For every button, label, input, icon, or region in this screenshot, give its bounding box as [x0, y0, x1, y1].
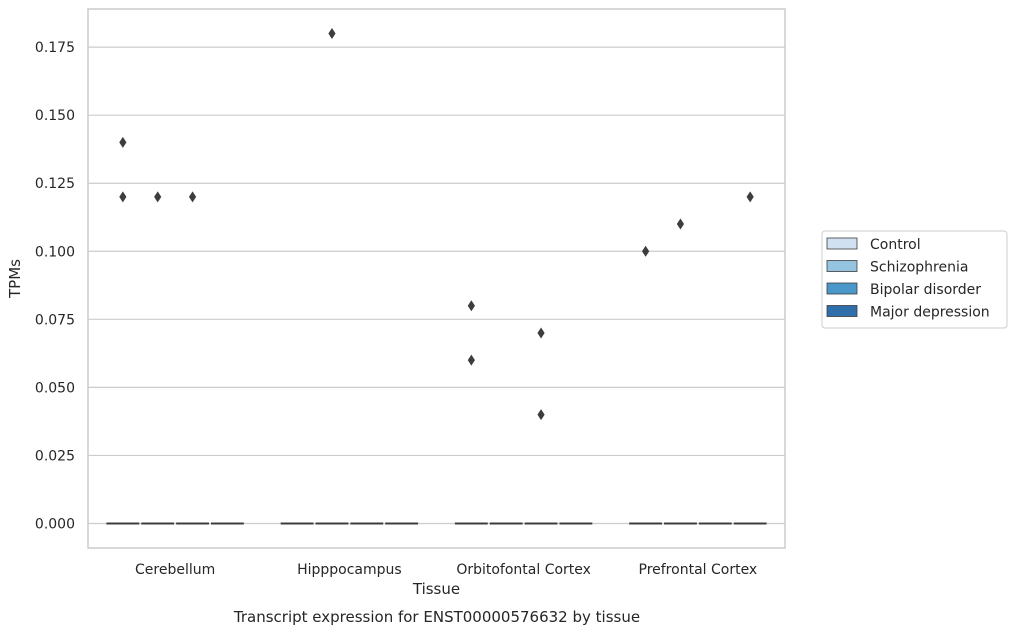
- plot-frame: [87, 8, 786, 549]
- y-tick-label: 0.050: [35, 380, 75, 396]
- x-tick-label: Prefrontal Cortex: [639, 562, 758, 578]
- y-tick-label: 0.100: [35, 244, 75, 260]
- legend-label: Major depression: [870, 305, 990, 321]
- legend-label: Bipolar disorder: [870, 282, 981, 298]
- outlier-point: [676, 218, 685, 230]
- outlier-point: [537, 327, 545, 339]
- outlier-point: [119, 136, 127, 148]
- x-tick-label: Cerebellum: [135, 562, 215, 578]
- y-axis-label: TPMs: [6, 259, 24, 299]
- gridlines: [88, 46, 785, 525]
- outlier-point: [467, 300, 475, 312]
- legend-box: [821, 230, 1008, 329]
- legend-swatch: [826, 282, 858, 295]
- legend-swatch: [826, 305, 858, 317]
- outlier-point: [642, 245, 650, 257]
- outlier-points: [119, 28, 754, 421]
- y-tick-label: 0.125: [35, 176, 75, 192]
- x-tick-label: Hipppocampus: [297, 562, 402, 578]
- chart-caption: Transcript expression for ENST0000057663…: [233, 608, 640, 626]
- legend: Control Schizophrenia Bipolar disorder Majo…: [821, 230, 1008, 329]
- outlier-point: [537, 409, 545, 421]
- y-tick-label: 0.075: [35, 312, 75, 328]
- outlier-point: [154, 191, 162, 203]
- y-tick-labels: 0.000 0.025 0.050 0.075 0.100 0.125 0.150 0.175: [35, 40, 75, 532]
- outlier-point: [746, 191, 754, 203]
- legend-label: Control: [870, 237, 921, 253]
- outlier-point: [467, 354, 475, 366]
- outlier-point: [119, 191, 127, 203]
- legend-swatch: [826, 260, 858, 272]
- y-tick-label: 0.000: [35, 517, 75, 533]
- x-axis-label: Tissue: [412, 580, 460, 598]
- legend-swatch: [826, 237, 858, 250]
- outlier-point: [328, 28, 336, 39]
- x-tick-label: Orbitofontal Cortex: [456, 562, 591, 578]
- legend-label: Schizophrenia: [870, 260, 968, 276]
- y-tick-label: 0.150: [35, 108, 75, 124]
- y-tick-label: 0.025: [35, 448, 75, 464]
- outlier-point: [188, 191, 197, 203]
- y-tick-label: 0.175: [35, 40, 75, 56]
- x-tick-labels: Cerebellum Hipppocampus Orbitofontal Corte…: [135, 562, 757, 578]
